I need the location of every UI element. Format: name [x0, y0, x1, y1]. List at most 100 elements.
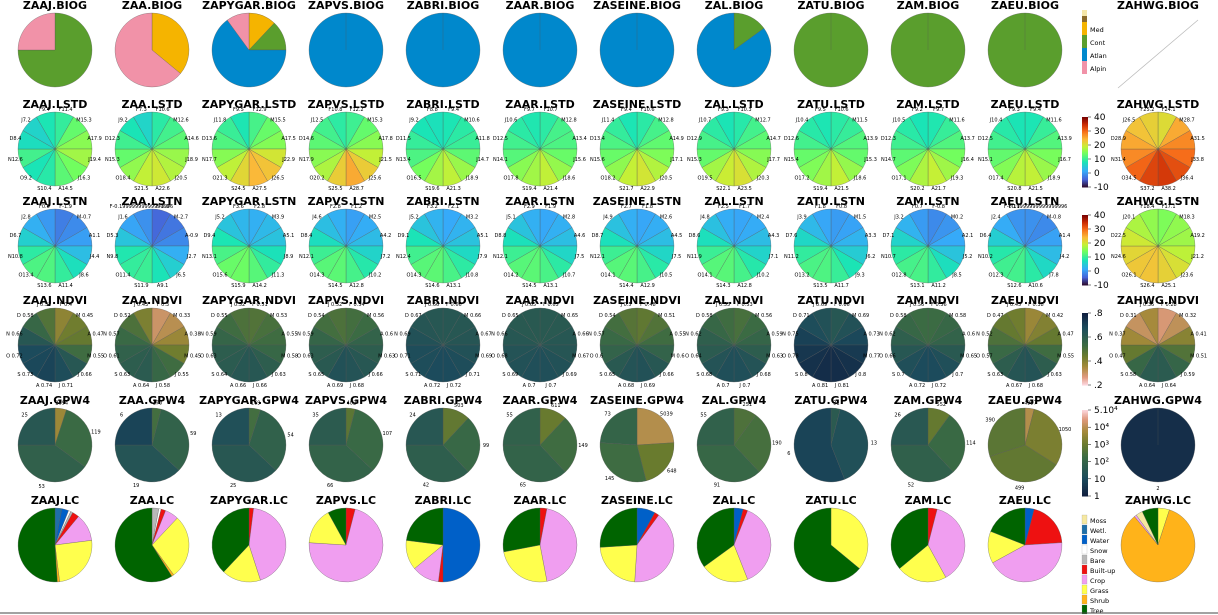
colorbar-cell: [1082, 252, 1088, 254]
slice-label: J19.4: [87, 157, 101, 163]
lstd-colorbar: 40 30 20 10 0 -10: [1082, 113, 1109, 193]
colorbar-cell: [1082, 491, 1088, 494]
slice-label: F2.8: [254, 204, 265, 210]
slice-label: A5.1: [283, 233, 294, 239]
slice-label: N10.2: [978, 254, 993, 260]
colorbar-cell: [1082, 323, 1088, 326]
slice-label: J16.7: [1057, 157, 1071, 163]
colorbar-cell: [1082, 377, 1088, 380]
slice-label: F10.3: [738, 107, 752, 113]
legend-label: Cont: [1090, 39, 1106, 47]
slice-label: 13: [215, 413, 221, 419]
slice-label: J26.5: [1122, 118, 1136, 124]
slice-label: A 0.6: [380, 332, 393, 338]
slice-label: J 0.66: [659, 372, 674, 378]
pie-lc-zaar: ZAAR.LC: [502, 494, 578, 583]
slice-label: O 0.71: [394, 353, 411, 359]
slice-label: J5.2: [214, 215, 224, 221]
ndvi-slice: [715, 307, 735, 346]
slice-label: 73: [604, 412, 610, 418]
lc-slice: [599, 544, 638, 583]
pie-title: ZABRI.NDVI: [407, 294, 480, 307]
slice-label: M 0.56: [367, 313, 384, 319]
colorbar-cell: [1082, 417, 1088, 420]
gpw4-slice: [989, 444, 1057, 483]
colorbar-tick-label: 10³: [1094, 440, 1109, 450]
colorbar-cell: [1082, 135, 1088, 138]
lc-slice: [990, 507, 1026, 546]
pie-title: ZAAR.GPW4: [503, 394, 578, 407]
colorbar-cell: [1082, 217, 1088, 219]
slice-label: A12.8: [737, 283, 752, 289]
slice-label: J 0.5: [620, 302, 632, 308]
pie-title: ZAA.LSTD: [122, 98, 183, 111]
colorbar-cell: [1082, 487, 1088, 490]
biog-slice: [114, 12, 181, 88]
slice-label: M 0.77: [863, 353, 880, 359]
slice-label: A4.3: [768, 233, 779, 239]
slice-label: F 0.3: [157, 302, 169, 308]
slice-label: J 0.7: [951, 372, 963, 378]
lc-slice: [248, 508, 287, 581]
slice-label: J6.2: [865, 254, 875, 260]
slice-label: O 0.68: [491, 353, 508, 359]
slice-label: F9.5: [233, 107, 244, 113]
colorbar-cell: [1082, 451, 1088, 454]
colorbar-cell: [1082, 250, 1088, 252]
lc-slice: [1142, 507, 1159, 546]
legend-swatch: [1082, 22, 1087, 35]
colorbar-cell: [1082, 276, 1088, 279]
slice-label: 59: [190, 431, 196, 437]
gpw4-slice: [890, 444, 954, 483]
colorbar-cell: [1082, 259, 1088, 261]
colorbar-cell: [1082, 458, 1088, 461]
lstn-slice: [424, 208, 444, 247]
slice-label: O21.3: [212, 176, 227, 182]
slice-label: N13.4: [396, 157, 411, 163]
slice-label: 2694: [55, 401, 68, 407]
slice-label: 6: [120, 413, 123, 419]
lstn-slice: [133, 208, 153, 247]
slice-label: J7.9: [477, 254, 487, 260]
colorbar-cell: [1082, 118, 1088, 120]
colorbar-cell: [1082, 218, 1088, 221]
slice-label: S19.4: [522, 186, 536, 192]
slice-label: N14.7: [881, 157, 896, 163]
slice-label: J17.1: [669, 157, 683, 163]
pie-title: ZAM.LSTN: [896, 195, 959, 208]
slice-label: 55: [700, 413, 706, 419]
pie-gpw4-zahwg: ZAHWG.GPW4 2: [1114, 394, 1202, 492]
lc-legend: Moss Wetl. Water Snow Bare Built-up Crop Grass S…: [1081, 514, 1115, 615]
slice-label: J6.5: [175, 273, 185, 279]
colorbar-cell: [1082, 234, 1088, 237]
slice-label: O17.2: [794, 176, 809, 182]
pie-title: ZAL.BIOG: [705, 0, 764, 12]
slice-label: F1.2: [351, 204, 362, 210]
legend-label: Bare: [1090, 557, 1105, 565]
slice-label: J 0.8: [854, 372, 866, 378]
slice-label: N12.6: [8, 157, 23, 163]
slice-label: D6.4: [979, 233, 991, 239]
lc-slice: [992, 542, 1063, 583]
slice-label: A 0.73: [864, 332, 880, 338]
colorbar-tick-label: 30: [1094, 225, 1106, 235]
lc-slice: [502, 507, 541, 553]
pie-title: ZAHWG.BIOG: [1117, 0, 1199, 12]
colorbar-cell: [1082, 410, 1088, 412]
colorbar-cell: [1082, 159, 1088, 161]
gpw4-slice: [345, 408, 384, 471]
colorbar-cell: [1082, 264, 1088, 266]
slice-label: J18.9: [465, 176, 479, 182]
slice-label: D 0.58: [890, 313, 907, 319]
colorbar-cell: [1082, 478, 1088, 481]
colorbar-cell: [1082, 243, 1088, 245]
slice-label: 119: [91, 430, 101, 436]
pie-title: ZAM.LSTD: [896, 98, 959, 111]
lc-slice: [599, 507, 638, 548]
